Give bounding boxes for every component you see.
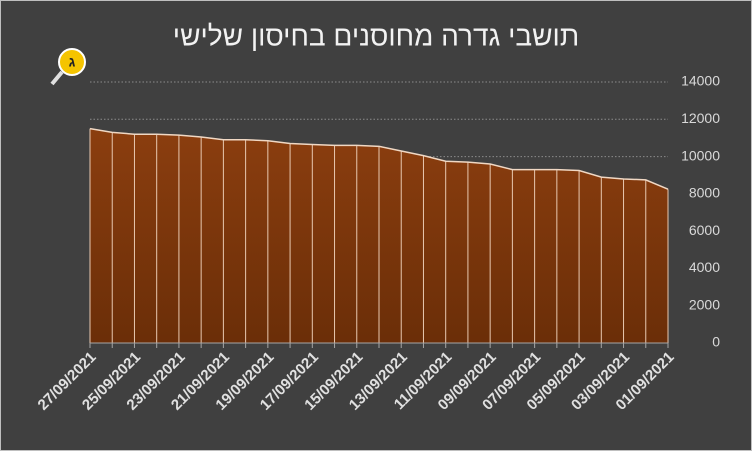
- y-tick-label: 10000: [681, 147, 720, 163]
- y-tick-label: 6000: [689, 222, 720, 238]
- badge-icon: ג: [50, 48, 86, 86]
- y-tick-label: 8000: [689, 185, 720, 201]
- y-tick-label: 12000: [681, 110, 720, 126]
- y-tick-label: 0: [712, 334, 720, 350]
- y-tick-label: 4000: [689, 259, 720, 275]
- y-tick-label: 2000: [689, 296, 720, 312]
- badge-label: ג: [69, 54, 76, 70]
- y-tick-label: 14000: [681, 73, 720, 89]
- area-outline: [89, 127, 669, 190]
- chart-title: תושבי גדרה מחוסנים בחיסון שלישי: [173, 20, 579, 51]
